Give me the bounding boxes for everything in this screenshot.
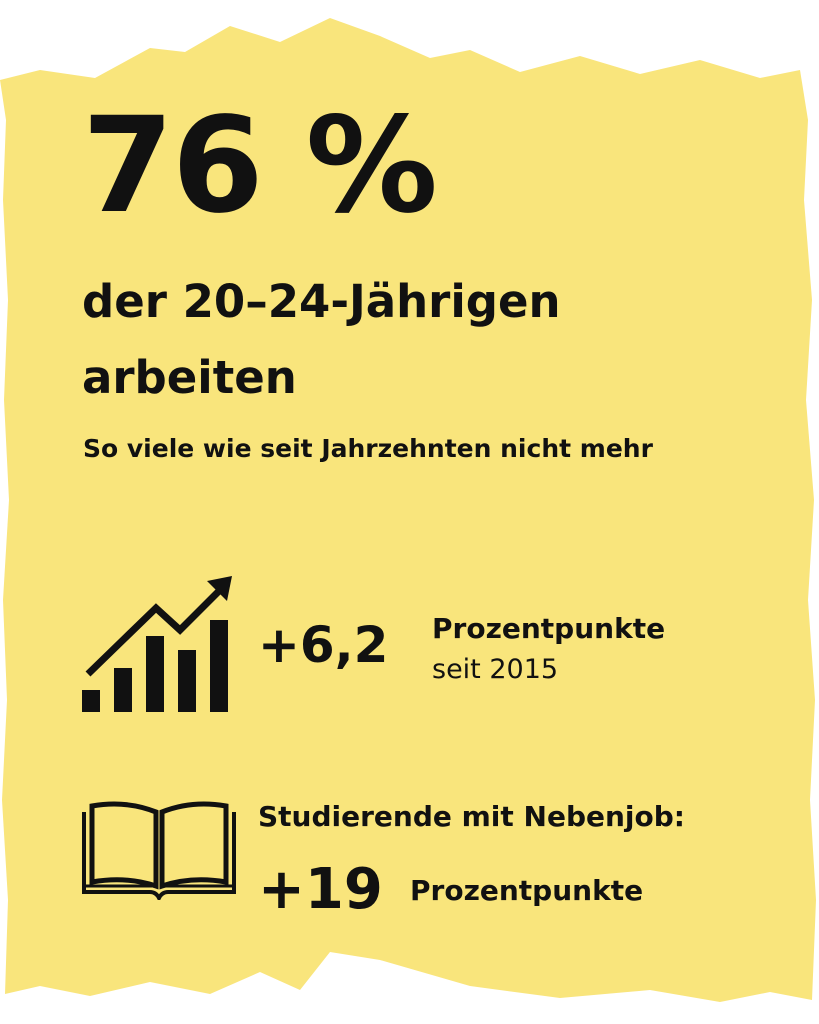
subheadline: So viele wie seit Jahrzehnten nicht mehr bbox=[83, 434, 653, 463]
stat-unit-label: Prozentpunkte bbox=[432, 612, 666, 645]
headline-line-2: arbeiten bbox=[82, 351, 297, 404]
paper-shape bbox=[0, 18, 816, 1002]
students-side-job-label: Studierende mit Nebenjob: bbox=[258, 800, 685, 833]
headline-line-1: der 20–24-Jährigen bbox=[82, 275, 561, 328]
headline-percentage: 76 % bbox=[82, 89, 438, 243]
bar-chart-growth-icon bbox=[82, 576, 232, 712]
stat-time-note: seit 2015 bbox=[432, 654, 559, 685]
open-book-icon bbox=[82, 801, 236, 900]
students-side-job-value: +19 bbox=[258, 857, 383, 922]
stat-value-percentage-points: +6,2 bbox=[258, 616, 389, 674]
students-side-job-unit: Prozentpunkte bbox=[410, 874, 644, 907]
